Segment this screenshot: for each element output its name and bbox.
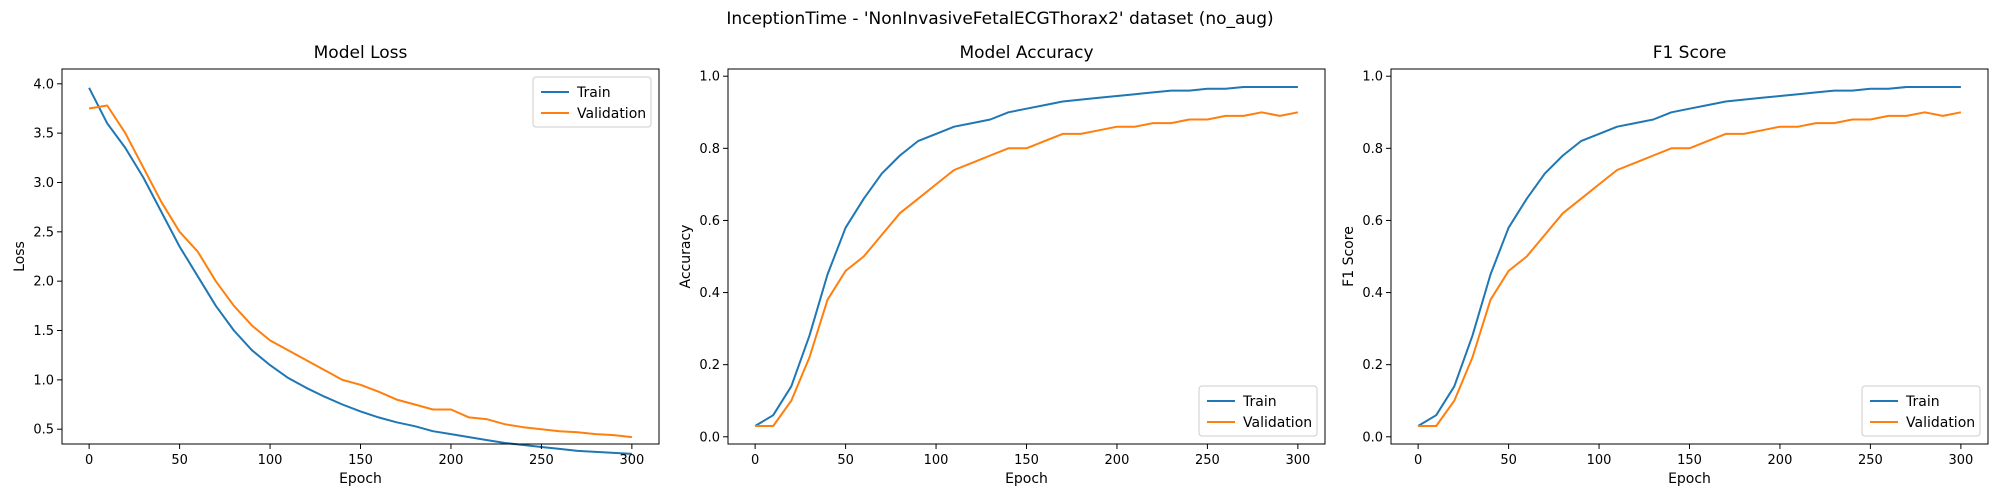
y-tick-label: 1.0 <box>1362 70 1383 85</box>
x-tick-label: 100 <box>1587 453 1612 468</box>
x-tick-label: 250 <box>1195 453 1220 468</box>
x-tick-label: 150 <box>1677 453 1702 468</box>
legend: Train Validation <box>1198 385 1318 437</box>
x-tick-label: 50 <box>837 453 854 468</box>
series-line-train <box>1417 86 1961 427</box>
legend-box <box>1861 385 1981 437</box>
x-tick-label: 50 <box>171 453 188 468</box>
x-tick-label: 150 <box>1014 453 1039 468</box>
x-tick-label: 200 <box>1105 453 1130 468</box>
chart-panel-1: Model Accuracy 0 50 100 150 200 250 300 0.0 0.2 0.… <box>678 43 1326 487</box>
y-axis-label: F1 Score <box>1341 226 1357 287</box>
y-tick-label: 0.0 <box>699 430 720 445</box>
panel-title: Model Loss <box>314 43 408 63</box>
x-tick-label: 300 <box>1948 453 1973 468</box>
legend-label: Train <box>1242 394 1277 410</box>
y-axis-label: Accuracy <box>678 225 694 289</box>
series-line-train <box>88 87 632 455</box>
x-tick-label: 300 <box>619 453 644 468</box>
y-tick-label: 0.0 <box>1362 430 1383 445</box>
x-tick-label: 100 <box>924 453 949 468</box>
legend-label: Train <box>1905 394 1940 410</box>
y-tick-label: 1.0 <box>33 373 54 388</box>
x-tick-label: 250 <box>529 453 554 468</box>
series-line-validation <box>88 104 633 439</box>
y-tick-label: 2.0 <box>33 275 54 290</box>
panel-title: F1 Score <box>1653 43 1727 63</box>
panel-title: Model Accuracy <box>959 43 1093 63</box>
x-axis-label: Epoch <box>1005 471 1048 487</box>
legend: Train Validation <box>532 76 652 128</box>
y-tick-label: 1.5 <box>33 324 54 339</box>
y-tick-label: 0.6 <box>699 214 720 229</box>
legend-box <box>1198 385 1318 437</box>
x-tick-label: 50 <box>1500 453 1517 468</box>
y-tick-label: 0.5 <box>33 423 54 438</box>
y-tick-label: 4.0 <box>33 77 54 92</box>
x-tick-label: 0 <box>1414 453 1422 468</box>
x-tick-label: 200 <box>1768 453 1793 468</box>
y-tick-label: 0.4 <box>699 286 720 301</box>
x-tick-label: 100 <box>258 453 283 468</box>
x-tick-label: 250 <box>1858 453 1883 468</box>
x-tick-label: 0 <box>85 453 93 468</box>
y-tick-label: 0.4 <box>1362 286 1383 301</box>
y-tick-label: 0.8 <box>1362 142 1383 157</box>
x-tick-label: 0 <box>751 453 759 468</box>
y-tick-label: 0.2 <box>699 358 720 373</box>
chart-panel-2: F1 Score 0 50 100 150 200 250 300 0.0 0.2 0.4 0.6 0.… <box>1341 43 1989 487</box>
y-axis-label: Loss <box>12 241 28 272</box>
series-line-validation <box>1418 111 1962 427</box>
y-tick-label: 0.2 <box>1362 358 1383 373</box>
x-tick-label: 150 <box>348 453 373 468</box>
y-tick-label: 1.0 <box>699 70 720 85</box>
x-tick-label: 200 <box>439 453 464 468</box>
legend-label: Validation <box>1906 415 1975 431</box>
x-axis-label: Epoch <box>339 471 382 487</box>
chart-panel-0: Model Loss 0 50 100 150 200 250 300 0.5 1.0 1.5 2.0… <box>12 43 660 487</box>
series-line-train <box>754 86 1298 427</box>
y-tick-label: 3.5 <box>33 127 54 142</box>
x-tick-label: 300 <box>1285 453 1310 468</box>
y-tick-label: 0.8 <box>699 142 720 157</box>
y-tick-label: 2.5 <box>33 225 54 240</box>
legend-label: Train <box>576 85 611 101</box>
figure-title: InceptionTime - 'NonInvasiveFetalECGThor… <box>726 9 1273 29</box>
legend: Train Validation <box>1861 385 1981 437</box>
legend-box <box>532 76 652 128</box>
y-tick-label: 0.6 <box>1362 214 1383 229</box>
legend-label: Validation <box>577 106 646 122</box>
x-axis-label: Epoch <box>1668 471 1711 487</box>
legend-label: Validation <box>1243 415 1312 431</box>
y-tick-label: 3.0 <box>33 176 54 191</box>
series-line-validation <box>755 111 1299 427</box>
